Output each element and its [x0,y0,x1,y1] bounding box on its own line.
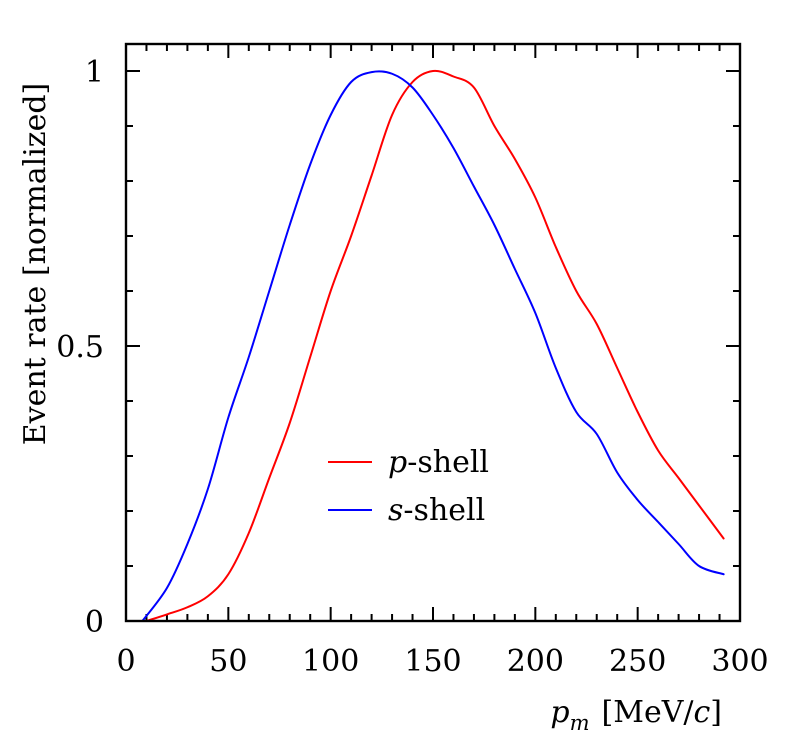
legend-label-s-shell: s-shell [388,493,485,528]
legend: p-shell s-shell [328,445,489,528]
x-axis-var: p [550,695,569,730]
legend-var-p: p [388,445,407,480]
x-tick-label: 50 [209,644,247,679]
x-axis-sub: m [570,711,590,735]
ticks [126,44,740,621]
x-tick-label: 200 [507,644,564,679]
x-tick-label: 250 [609,644,666,679]
x-tick-label: 150 [404,644,461,679]
legend-suffix-p: -shell [407,445,489,480]
curves [142,71,723,621]
series-line-s-shell [142,71,723,621]
legend-label-p-shell: p-shell [388,445,489,480]
x-axis-unit-open: [MeV/ [602,695,695,730]
series-line-p-shell [146,71,723,621]
x-tick-label: 300 [711,644,768,679]
y-tick-label: 0.5 [56,330,104,365]
x-axis-title: pm [MeV/c] [550,695,722,735]
legend-suffix-s: -shell [403,493,485,528]
x-axis-unit-var: c [693,695,710,730]
plot-frame [126,44,740,621]
tick-labels: 0 50 100 150 200 250 300 0 0.5 1 [56,55,768,679]
y-axis-title: Event rate [normalized] [18,83,53,446]
x-tick-label: 0 [116,644,135,679]
y-tick-label: 1 [85,55,104,90]
x-tick-label: 100 [302,644,359,679]
y-tick-label: 0 [85,605,104,640]
chart: 0 50 100 150 200 250 300 0 0.5 1 Event rate [norm… [0,0,788,743]
x-axis-unit-close: ] [710,695,722,730]
legend-var-s: s [388,493,403,528]
